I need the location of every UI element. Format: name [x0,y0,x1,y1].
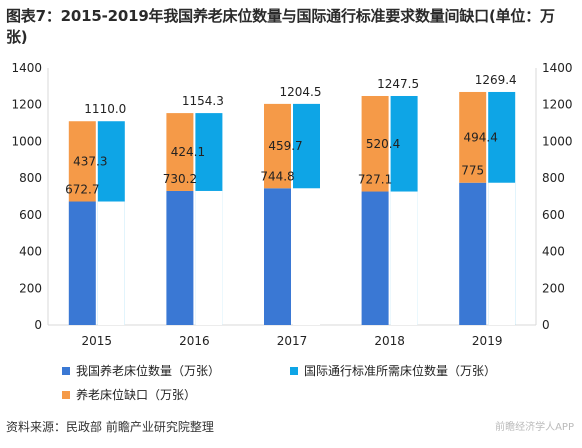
data-label-international: 1154.3 [182,94,224,108]
data-label-gap: 459.7 [268,139,302,153]
bar-gap [166,113,194,191]
bar-domestic [166,190,194,325]
bar-international-base [195,190,223,325]
x-tick-label: 2015 [82,334,113,348]
bar-domestic [264,188,291,325]
data-label-domestic: 672.7 [65,183,99,197]
y-tick-label-left: 1400 [11,61,42,75]
y-tick-label-right: 600 [542,208,565,222]
bar-international-base [293,188,320,325]
bar-gap [68,121,96,202]
legend-item-international: 国际通行标准所需床位数量（万张） [290,362,496,379]
chart-bars [68,91,516,325]
legend-swatch-gap [62,390,70,399]
data-label-gap: 437.3 [73,154,107,168]
legend-item-gap: 养老床位缺口（万张） [62,386,196,403]
bar-international-base [97,201,125,325]
bar-domestic [68,201,96,325]
x-tick-label: 2019 [472,334,503,348]
data-label-gap: 424.1 [171,145,205,159]
y-tick-label-left: 200 [19,281,42,295]
legend-label-domestic: 我国养老床位数量（万张） [76,364,221,378]
y-tick-label-left: 800 [19,171,42,185]
data-label-gap: 520.4 [366,137,400,151]
y-tick-label-right: 800 [542,171,565,185]
bar-international-base [390,191,418,325]
legend-item-domestic: 我国养老床位数量（万张） [62,362,220,379]
x-tick-label: 2016 [179,334,210,348]
legend-swatch-international [290,366,298,375]
bar-international-base [488,182,516,325]
bar-domestic [459,182,487,325]
y-tick-label-left: 1200 [11,98,42,112]
data-label-international: 1269.4 [475,73,517,87]
y-tick-label-right: 200 [542,281,565,295]
data-label-domestic: 727.1 [358,173,392,187]
legend-swatch-domestic [62,366,70,375]
legend-label-international: 国际通行标准所需床位数量（万张） [304,364,497,378]
data-label-domestic: 730.2 [163,172,197,186]
data-label-international: 1204.5 [280,85,322,99]
y-tick-label-right: 1000 [542,134,573,148]
data-label-domestic: 775 [461,164,484,178]
chart-data-labels: 672.7 437.3 1110.0 730.2 424.1 1154.3 744.8 459… [65,73,517,197]
bar-gap [361,95,389,192]
data-label-international: 1247.5 [377,77,419,91]
y-tick-label-right: 1200 [542,98,573,112]
y-tick-label-right: 0 [542,318,550,332]
x-tick-label: 2018 [374,334,405,348]
y-tick-label-right: 1400 [542,61,573,75]
data-label-domestic: 744.8 [260,169,294,183]
chart-axes: 0 0 200 200 400 400 600 600 800 800 1000 1000 1200 12… [11,61,572,348]
data-label-international: 1110.0 [84,102,126,116]
y-tick-label-left: 400 [19,245,42,259]
y-tick-label-left: 0 [34,318,42,332]
data-label-gap: 494.4 [464,130,498,144]
y-tick-label-left: 1000 [11,134,42,148]
y-tick-label-right: 400 [542,245,565,259]
watermark-text: 前瞻经济学人APP [495,422,574,433]
source-note: 资料来源：民政部 前瞻产业研究院整理 [6,420,214,434]
bar-gap [459,91,487,183]
bar-domestic [361,191,389,325]
legend-label-gap: 养老床位缺口（万张） [76,388,197,402]
bar-gap [264,103,291,189]
y-tick-label-left: 600 [19,208,42,222]
x-tick-label: 2017 [277,334,308,348]
chart-title: 图表7：2015-2019年我国养老床位数量与国际通行标准要求数量间缺口(单位：… [6,7,555,46]
